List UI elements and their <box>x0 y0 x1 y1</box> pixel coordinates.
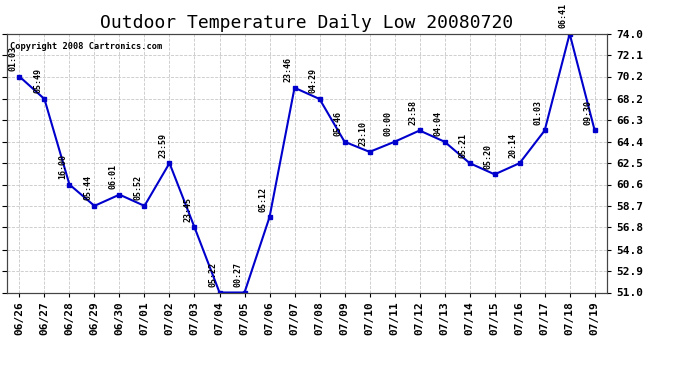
Text: 16:00: 16:00 <box>59 154 68 179</box>
Text: 06:01: 06:01 <box>109 164 118 189</box>
Text: 04:04: 04:04 <box>434 111 443 136</box>
Text: 06:41: 06:41 <box>559 3 568 28</box>
Title: Outdoor Temperature Daily Low 20080720: Outdoor Temperature Daily Low 20080720 <box>101 14 513 32</box>
Text: 05:44: 05:44 <box>83 175 92 200</box>
Text: 05:21: 05:21 <box>459 132 468 158</box>
Text: 23:10: 23:10 <box>359 121 368 146</box>
Text: 20:14: 20:14 <box>509 132 518 158</box>
Text: 23:46: 23:46 <box>284 57 293 82</box>
Text: 23:59: 23:59 <box>159 132 168 158</box>
Text: 05:49: 05:49 <box>34 68 43 93</box>
Text: 01:03: 01:03 <box>9 46 18 71</box>
Text: 23:58: 23:58 <box>409 100 418 125</box>
Text: 00:27: 00:27 <box>234 262 243 287</box>
Text: 01:03: 01:03 <box>534 100 543 125</box>
Text: 05:20: 05:20 <box>484 144 493 169</box>
Text: 09:30: 09:30 <box>584 100 593 125</box>
Text: 05:12: 05:12 <box>259 186 268 211</box>
Text: 00:00: 00:00 <box>384 111 393 136</box>
Text: 05:52: 05:52 <box>134 175 143 200</box>
Text: 05:22: 05:22 <box>209 262 218 287</box>
Text: Copyright 2008 Cartronics.com: Copyright 2008 Cartronics.com <box>10 42 162 51</box>
Text: 05:46: 05:46 <box>334 111 343 136</box>
Text: 23:45: 23:45 <box>184 196 193 222</box>
Text: 04:29: 04:29 <box>309 68 318 93</box>
